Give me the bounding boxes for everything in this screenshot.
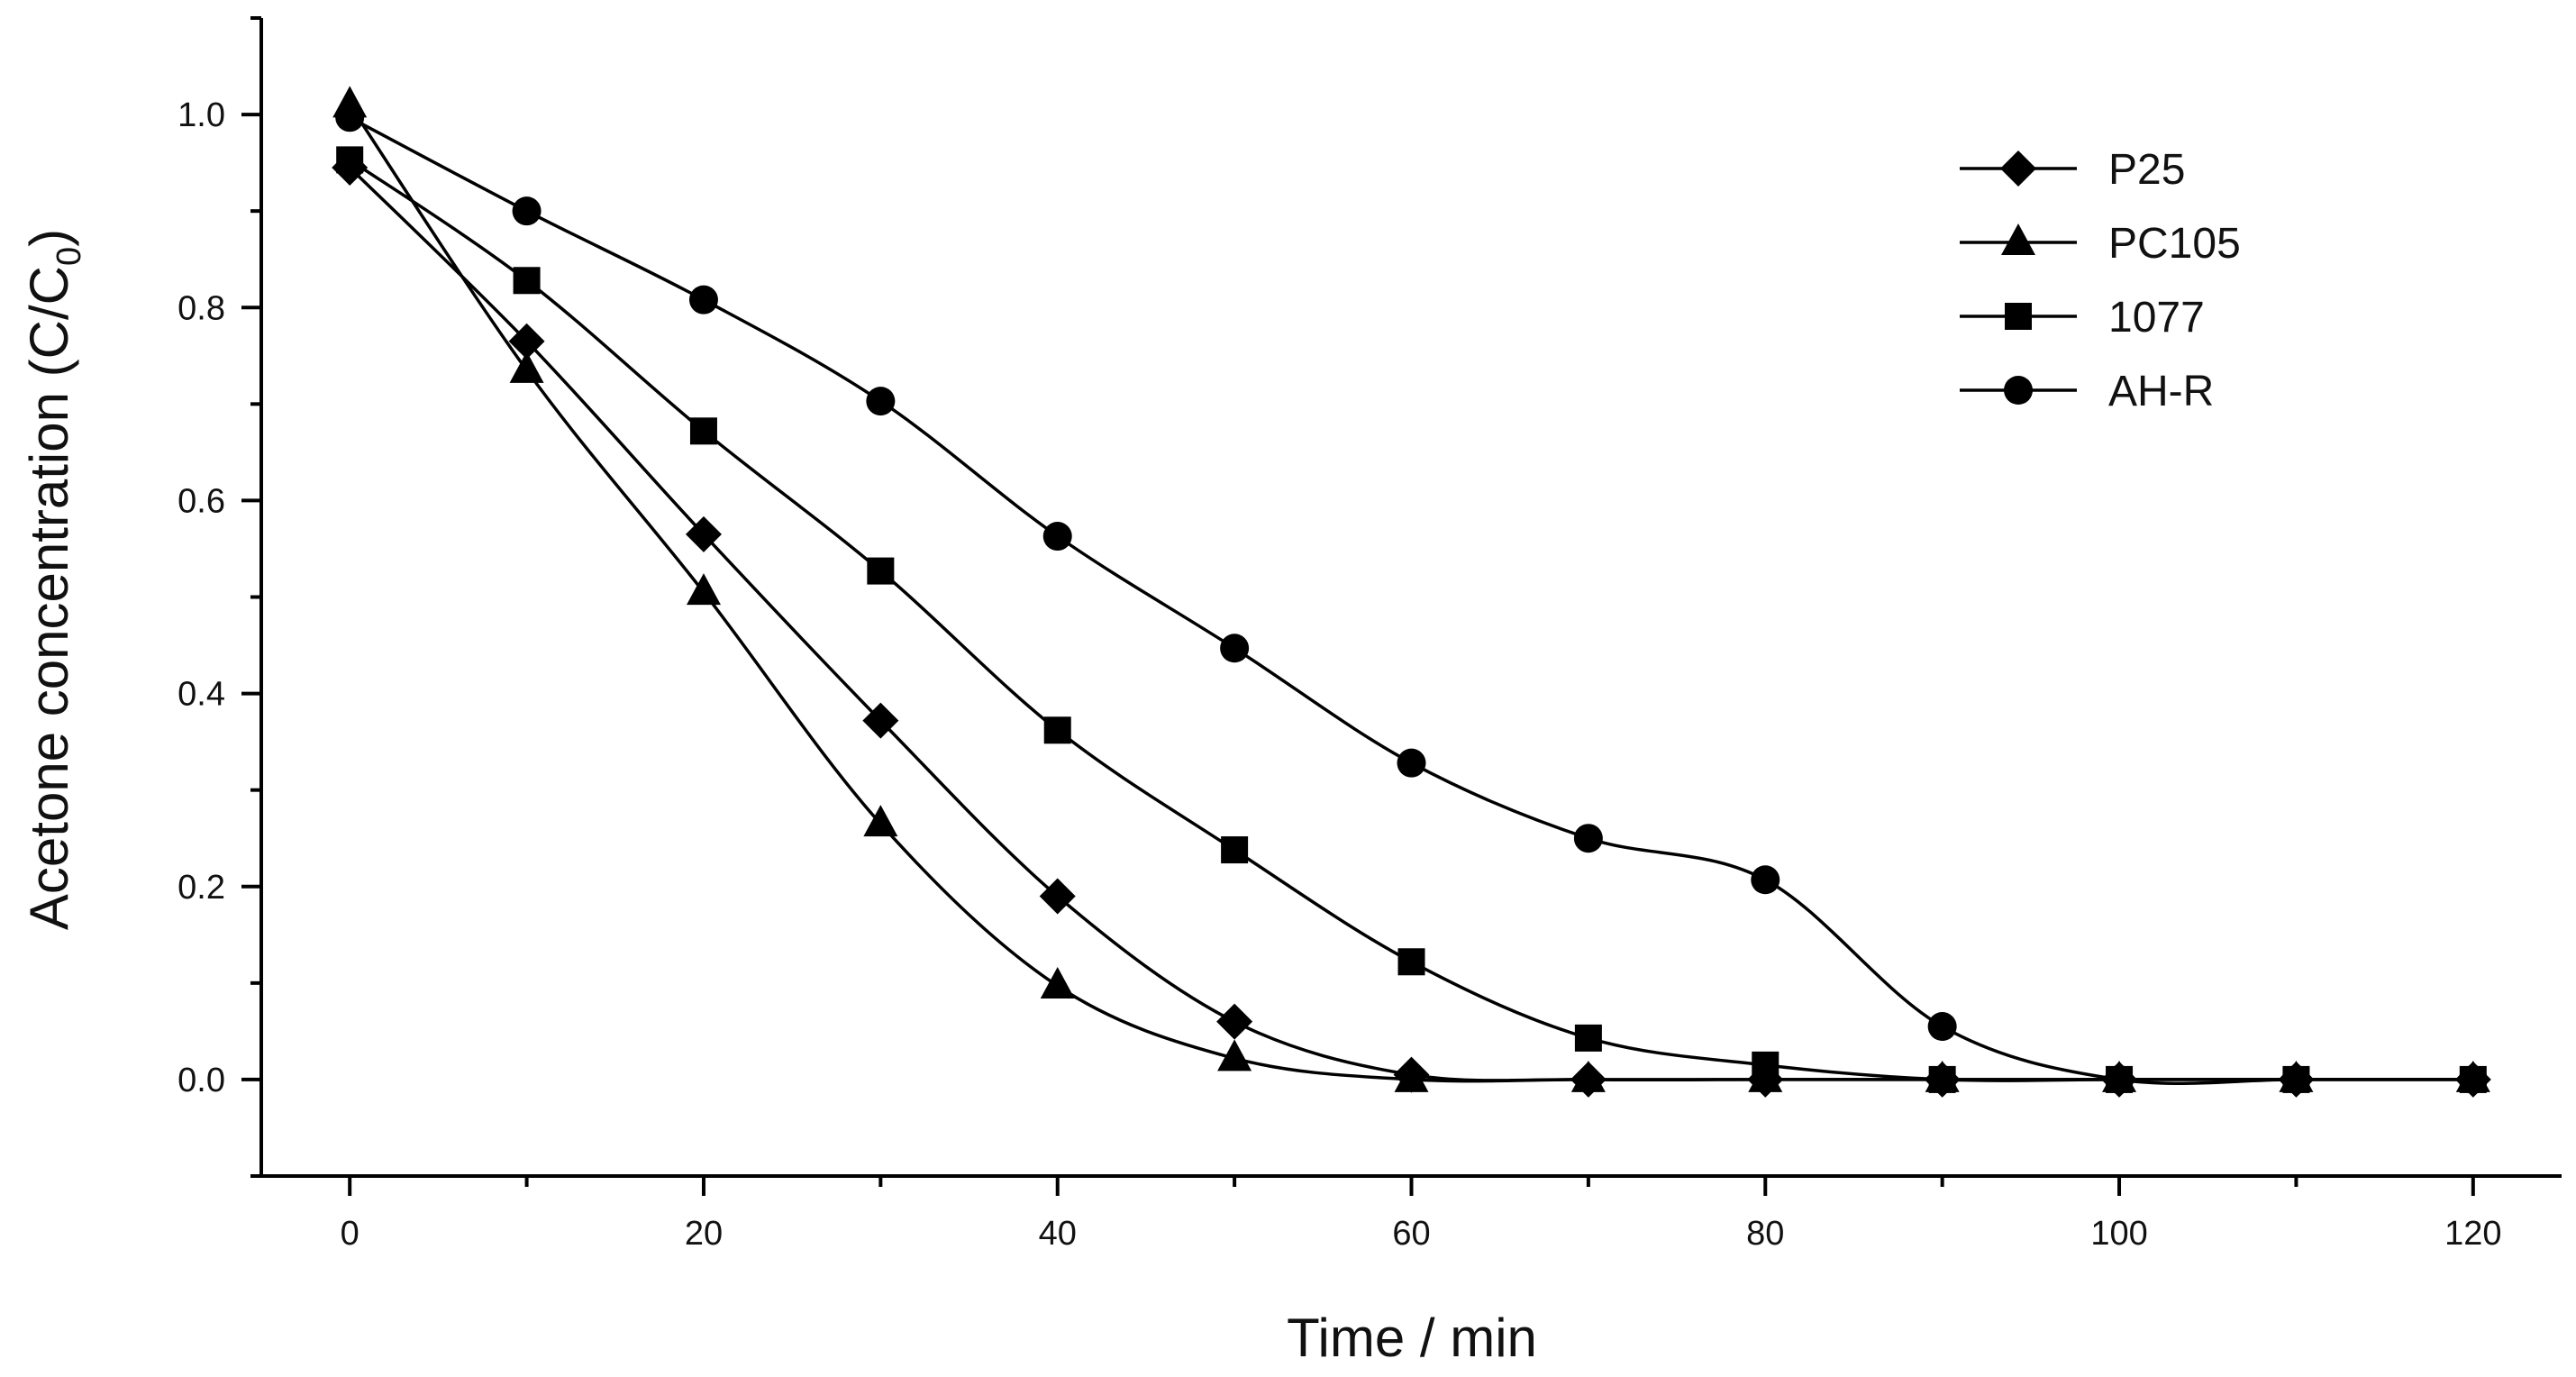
data-point-ah-r <box>1927 1012 1957 1042</box>
data-point-ah-r <box>1573 824 1603 853</box>
data-point-pc105 <box>1217 1039 1252 1072</box>
data-point-1077 <box>1043 716 1071 744</box>
y-axis-title-main: Acetone concentration (C/C <box>19 266 79 930</box>
y-tick-label: 0.8 <box>177 289 225 327</box>
data-point-ah-r <box>1397 748 1426 778</box>
x-tick-label: 120 <box>2444 1215 2501 1253</box>
y-axis-title-close: ) <box>19 229 79 247</box>
data-point-ah-r <box>1751 865 1780 895</box>
y-tick-label: 0.4 <box>177 676 225 714</box>
data-point-ah-r <box>2458 1064 2488 1094</box>
data-point-ah-r <box>335 103 365 132</box>
data-point-1077 <box>1928 1065 1956 1093</box>
data-point-pc105 <box>1570 1060 1606 1092</box>
data-point-1077 <box>1574 1024 1602 1052</box>
data-point-ah-r <box>1042 522 1072 552</box>
data-point-ah-r <box>2105 1064 2135 1094</box>
data-point-ah-r <box>512 196 542 226</box>
legend-marker-ah-r <box>2004 376 2033 405</box>
legend-entry-p25: P25 <box>1960 146 2185 194</box>
data-point-pc105 <box>863 805 898 837</box>
data-point-ah-r <box>1220 634 1250 663</box>
legend-label-pc105: PC105 <box>2108 220 2241 268</box>
x-tick-label: 100 <box>2090 1215 2147 1253</box>
y-tick-label: 0.6 <box>177 482 225 520</box>
data-point-pc105 <box>1394 1060 1429 1092</box>
series-layer <box>332 86 2491 1098</box>
data-point-pc105 <box>1040 967 1075 999</box>
legend-entry-pc105: PC105 <box>1960 220 2241 268</box>
data-point-p25 <box>685 515 722 552</box>
y-axis-title-subscript: 0 <box>50 247 88 266</box>
data-point-ah-r <box>688 285 718 315</box>
y-tick-label: 0.0 <box>177 1062 225 1099</box>
data-point-p25 <box>1216 1003 1253 1040</box>
x-tick-label: 40 <box>1039 1215 1077 1253</box>
x-axis-title: Time / min <box>1287 1308 1537 1368</box>
legend-entry-ah-r: AH-R <box>1960 368 2214 415</box>
data-point-1077 <box>1752 1051 1780 1079</box>
y-tick-label: 1.0 <box>177 96 225 134</box>
x-tick-label: 80 <box>1746 1215 1784 1253</box>
data-point-1077 <box>867 557 895 585</box>
legend-label-1077: 1077 <box>2108 294 2205 342</box>
x-tick-label: 20 <box>685 1215 723 1253</box>
x-tick-label: 60 <box>1392 1215 1430 1253</box>
data-point-p25 <box>1039 878 1076 915</box>
y-tick-label: 0.2 <box>177 869 225 907</box>
x-tick-label: 0 <box>341 1215 360 1253</box>
y-axis-title: Acetone concentration (C/C0) <box>19 229 88 930</box>
data-point-1077 <box>689 417 717 445</box>
legend: P25 PC105 1077 AH-R <box>1960 146 2241 415</box>
legend-marker-pc105 <box>2001 223 2035 255</box>
data-point-pc105 <box>509 351 544 383</box>
data-point-1077 <box>513 267 541 295</box>
data-point-pc105 <box>686 573 721 606</box>
legend-marker-p25 <box>2000 150 2036 187</box>
legend-label-ah-r: AH-R <box>2108 368 2214 415</box>
axes-layer: 0 20 40 60 80 100 120 0.0 0.2 0.4 0.6 0.8 1.0 <box>177 16 2562 1253</box>
data-point-ah-r <box>2281 1064 2311 1094</box>
data-point-p25 <box>862 702 899 739</box>
data-point-1077 <box>1221 836 1249 864</box>
legend-label-p25: P25 <box>2108 146 2185 194</box>
data-point-ah-r <box>866 387 896 416</box>
data-point-1077 <box>336 146 364 174</box>
legend-entry-1077: 1077 <box>1960 294 2205 342</box>
legend-marker-1077 <box>2005 303 2032 330</box>
series-ah-r <box>335 103 2488 1094</box>
data-point-p25 <box>508 323 545 360</box>
data-point-1077 <box>1397 948 1425 976</box>
